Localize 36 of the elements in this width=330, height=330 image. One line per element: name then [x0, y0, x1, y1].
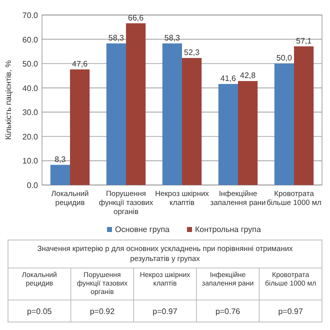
legend-label: Контрольна група — [195, 225, 262, 234]
data-label: 58,3 — [108, 33, 125, 42]
text: p=0.05 — [27, 307, 52, 316]
data-label: 47,6 — [72, 59, 88, 68]
legend-label: Основне група — [115, 225, 170, 234]
text: p=0.97 — [278, 307, 304, 316]
text: p=0.92 — [90, 307, 116, 316]
text: p=0.76 — [215, 307, 241, 316]
bar — [274, 64, 294, 185]
data-label: 52,3 — [184, 48, 200, 57]
data-label: 42,8 — [240, 71, 256, 80]
bar — [126, 23, 146, 185]
data-label: 66,6 — [128, 13, 144, 22]
y-tick-label: 60.0 — [22, 35, 39, 44]
bar — [238, 81, 258, 185]
data-label: 57,1 — [296, 36, 312, 46]
bar — [106, 43, 126, 185]
bar — [50, 164, 70, 185]
bar — [162, 43, 182, 185]
y-tick-label: 30.0 — [22, 108, 39, 118]
bar — [294, 46, 314, 185]
data-label: 8,3 — [54, 154, 66, 164]
data-label: 58,3 — [164, 33, 181, 42]
y-tick-label: 70.0 — [22, 11, 39, 20]
y-tick-label: 40.0 — [22, 84, 39, 93]
bar — [218, 84, 238, 185]
y-tick-label: 10.0 — [22, 156, 39, 166]
y-tick-label: 0.0 — [26, 181, 39, 190]
y-axis-title: Кількість пацієнтів, % — [4, 60, 13, 140]
data-label: 50,0 — [276, 54, 293, 63]
y-tick-label: 20.0 — [22, 132, 39, 142]
bar — [182, 58, 202, 185]
text: p=0.97 — [152, 307, 178, 316]
bar — [70, 69, 90, 185]
data-label: 41,6 — [220, 74, 237, 83]
y-tick-label: 50.0 — [22, 60, 39, 69]
